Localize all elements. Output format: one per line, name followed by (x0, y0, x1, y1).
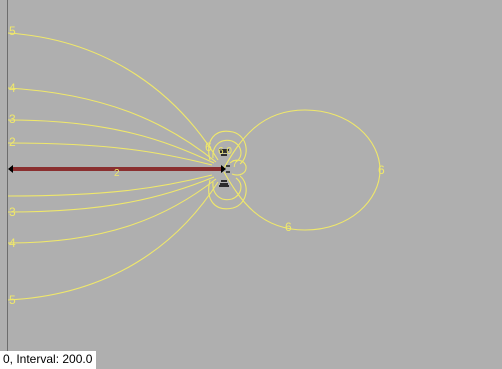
contour-line-5-bottom (7, 181, 219, 301)
contour-labels: 5 4 3 2 3 4 5 6 6 6 6.0 7 2 (9, 24, 385, 307)
contour-lobe-inner-bottom-2 (208, 175, 247, 210)
contour-label-2-top: 2 (9, 135, 16, 149)
contour-lines (7, 32, 381, 301)
contour-label-3-bottom: 3 (9, 205, 16, 219)
antenna-arrow-left (8, 165, 13, 173)
source-mark-mid (226, 165, 230, 173)
source-mark-top (219, 149, 229, 156)
contour-label-3-top: 3 (9, 112, 16, 126)
contour-line-5-top (7, 32, 219, 161)
contour-lobe-inner-top (212, 139, 242, 163)
source-cluster (219, 149, 230, 187)
antenna-arrow-right (221, 165, 226, 173)
contour-line-2-bottom (7, 174, 213, 197)
source-mark-bottom (219, 180, 229, 187)
contour-line-4-bottom (7, 178, 217, 244)
contour-lobe-inner-top-2 (208, 130, 247, 165)
antenna-rod[interactable] (8, 165, 226, 173)
contour-label-6-right: 6 (378, 163, 385, 177)
contour-label-4-top: 4 (9, 81, 16, 95)
contour-label-4-bottom: 4 (9, 236, 16, 250)
contour-line-3-bottom (7, 176, 215, 213)
contour-label-center-top: 6.0 (218, 146, 232, 157)
contour-line-3-top (7, 119, 215, 164)
contour-lobe-inner-bottom (212, 177, 242, 201)
contour-label-5-bottom: 5 (9, 293, 16, 307)
contour-label-center-mid: 7 (232, 159, 238, 170)
contour-lobe-right (223, 109, 381, 231)
status-bar: 0, Interval: 200.0 (0, 351, 97, 369)
contour-label-6-bottom: 6 (285, 220, 292, 234)
contour-lobe-small-right (229, 159, 247, 176)
contour-line-2-top (7, 142, 213, 166)
contour-label-5-top: 5 (9, 24, 16, 38)
antenna-body (10, 167, 222, 171)
contour-line-4-top (7, 87, 217, 163)
contour-label-6-top: 6 (205, 140, 212, 154)
antenna-label: 2 (114, 168, 120, 179)
